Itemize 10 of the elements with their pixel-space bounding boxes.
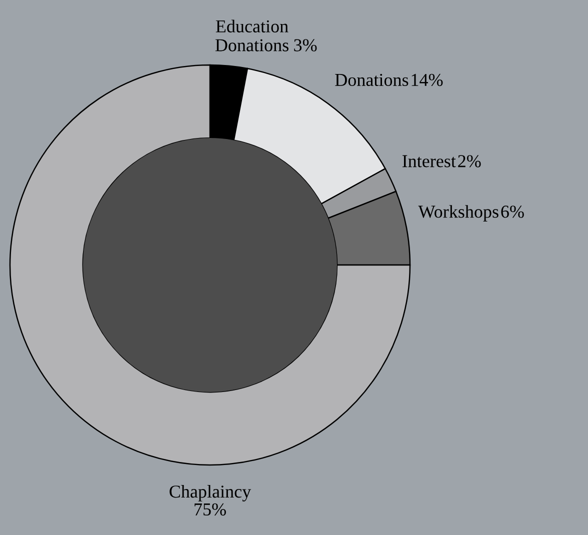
slice-label: Chaplaincy	[170, 485, 252, 502]
data-label: 75%	[194, 503, 226, 516]
slice-label: Workshops	[418, 205, 498, 222]
data-label: 3%	[294, 39, 317, 52]
data-label: 14%	[412, 74, 443, 86]
data-label: 6%	[501, 206, 524, 218]
data-label: 2%	[458, 155, 481, 168]
slice-label: Education Donations	[215, 20, 288, 52]
slice-label: Donations	[335, 74, 408, 86]
slice-label: Interest	[402, 155, 456, 168]
